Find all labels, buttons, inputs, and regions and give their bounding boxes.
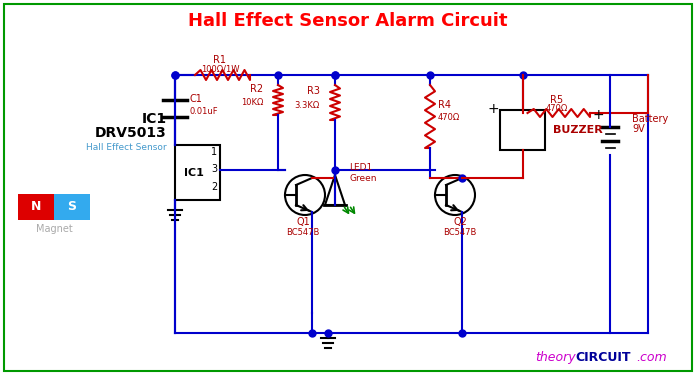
Text: 9V: 9V xyxy=(632,124,644,134)
Text: theory: theory xyxy=(535,351,576,364)
Text: LED1: LED1 xyxy=(349,163,372,172)
Text: 10KΩ: 10KΩ xyxy=(241,98,263,107)
Text: 2: 2 xyxy=(211,182,217,192)
Bar xyxy=(175,145,220,200)
Text: +: + xyxy=(487,102,499,116)
Text: Battery: Battery xyxy=(632,114,668,124)
Bar xyxy=(54,194,90,220)
Text: Hall Effect Sensor: Hall Effect Sensor xyxy=(86,143,167,152)
Text: 0.01uF: 0.01uF xyxy=(190,106,219,116)
Text: R1: R1 xyxy=(214,55,226,65)
Text: R4: R4 xyxy=(438,100,451,111)
Text: 470Ω: 470Ω xyxy=(438,114,460,123)
Text: 470Ω: 470Ω xyxy=(545,104,567,113)
Text: CIRCUIT: CIRCUIT xyxy=(575,351,631,364)
Text: .com: .com xyxy=(636,351,667,364)
Text: Q1: Q1 xyxy=(296,217,310,227)
Text: Green: Green xyxy=(349,174,377,183)
Text: BC547B: BC547B xyxy=(443,228,477,237)
Polygon shape xyxy=(325,175,345,205)
Text: 3: 3 xyxy=(211,165,217,174)
Text: IC1: IC1 xyxy=(184,168,203,177)
Text: 3.3KΩ: 3.3KΩ xyxy=(294,100,320,109)
Text: Q2: Q2 xyxy=(453,217,467,227)
Text: 100Ω/1W: 100Ω/1W xyxy=(200,64,239,73)
Text: DRV5013: DRV5013 xyxy=(95,126,167,140)
Text: IC1: IC1 xyxy=(142,112,167,126)
Text: R3: R3 xyxy=(307,87,320,96)
Text: Magnet: Magnet xyxy=(35,224,72,234)
Text: R5: R5 xyxy=(550,95,563,105)
Text: BUZZER: BUZZER xyxy=(553,125,603,135)
Text: +: + xyxy=(592,108,604,122)
Text: BC547B: BC547B xyxy=(286,228,319,237)
Text: R2: R2 xyxy=(250,84,263,94)
Text: C1: C1 xyxy=(190,94,203,105)
Text: S: S xyxy=(68,201,77,213)
Bar xyxy=(500,110,545,150)
Bar xyxy=(18,194,54,220)
Text: 1: 1 xyxy=(211,147,217,157)
Text: Hall Effect Sensor Alarm Circuit: Hall Effect Sensor Alarm Circuit xyxy=(188,12,508,30)
Text: N: N xyxy=(31,201,41,213)
